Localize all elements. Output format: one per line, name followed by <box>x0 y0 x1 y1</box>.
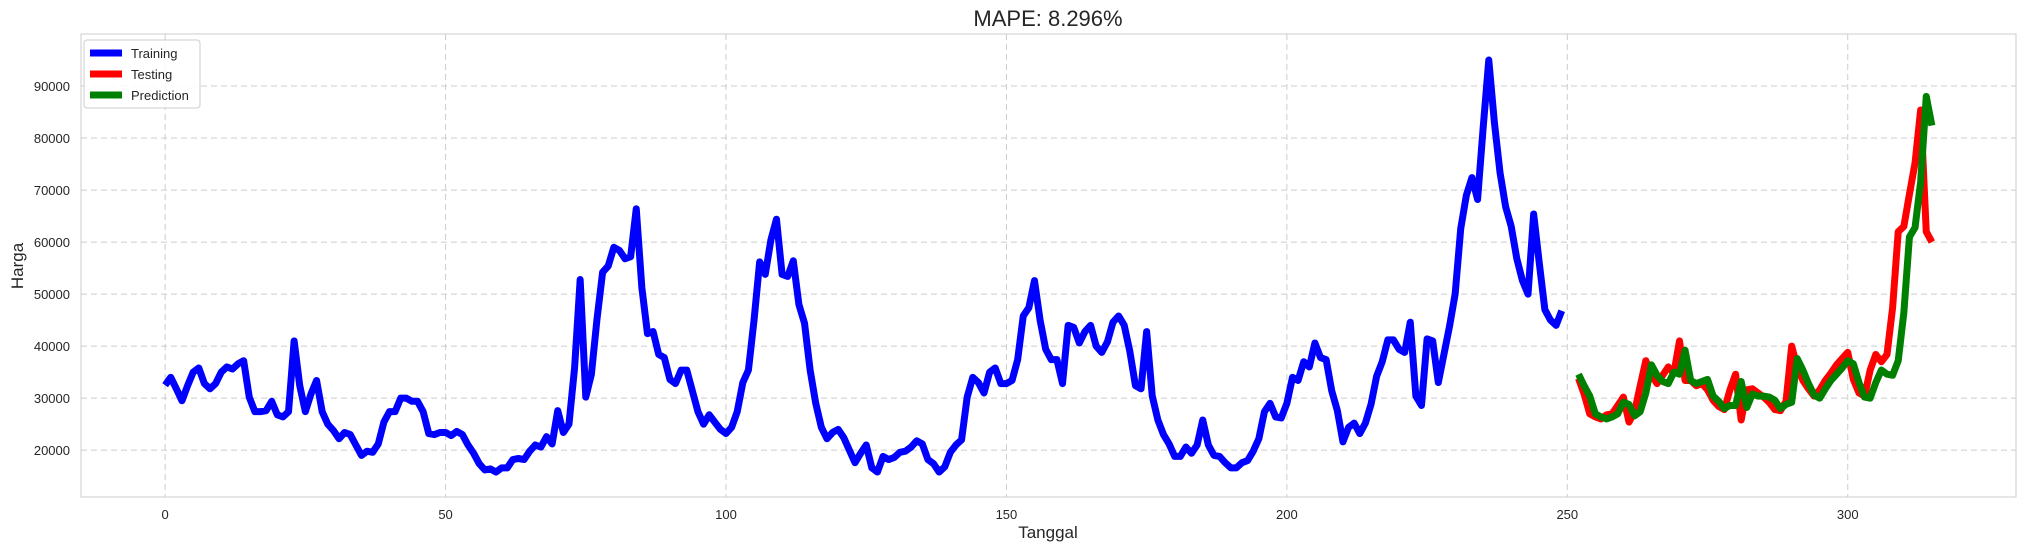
legend-box <box>83 39 201 109</box>
y-axis-label: Harga <box>8 242 27 289</box>
y-tick-label: 60000 <box>34 235 70 250</box>
testing-series-line <box>1575 106 1935 426</box>
prediction-legend-label: Prediction <box>131 88 189 103</box>
training-legend-label: Training <box>131 46 177 61</box>
x-tick-label: 0 <box>162 507 169 522</box>
y-tick-label: 50000 <box>34 287 70 302</box>
training-series-line <box>162 56 1565 476</box>
y-tick-label: 40000 <box>34 339 70 354</box>
x-tick-label: 150 <box>996 507 1018 522</box>
y-tick-label: 70000 <box>34 183 70 198</box>
x-axis-label: Tanggal <box>1018 523 1078 542</box>
testing-legend-label: Testing <box>131 67 172 82</box>
x-tick-label: 250 <box>1556 507 1578 522</box>
y-tick-labels: 20000 30000 40000 50000 60000 70000 80000 90000 <box>34 79 70 458</box>
x-gridlines <box>164 34 1849 497</box>
chart-title: MAPE: 8.296% <box>973 6 1122 31</box>
x-tick-label: 50 <box>438 507 452 522</box>
y-tick-label: 30000 <box>34 391 70 406</box>
y-tick-label: 90000 <box>34 79 70 94</box>
x-tick-labels: 0 50 100 150 200 250 300 <box>162 507 1859 522</box>
prediction-series-line <box>1575 92 1936 423</box>
series-layer <box>162 56 1936 476</box>
x-tick-label: 100 <box>715 507 737 522</box>
y-tick-label: 20000 <box>34 443 70 458</box>
plot-area <box>80 33 2017 498</box>
x-tick-label: 300 <box>1837 507 1859 522</box>
legend: Training Testing Prediction <box>83 39 201 109</box>
y-tick-label: 80000 <box>34 131 70 146</box>
x-tick-label: 200 <box>1276 507 1298 522</box>
